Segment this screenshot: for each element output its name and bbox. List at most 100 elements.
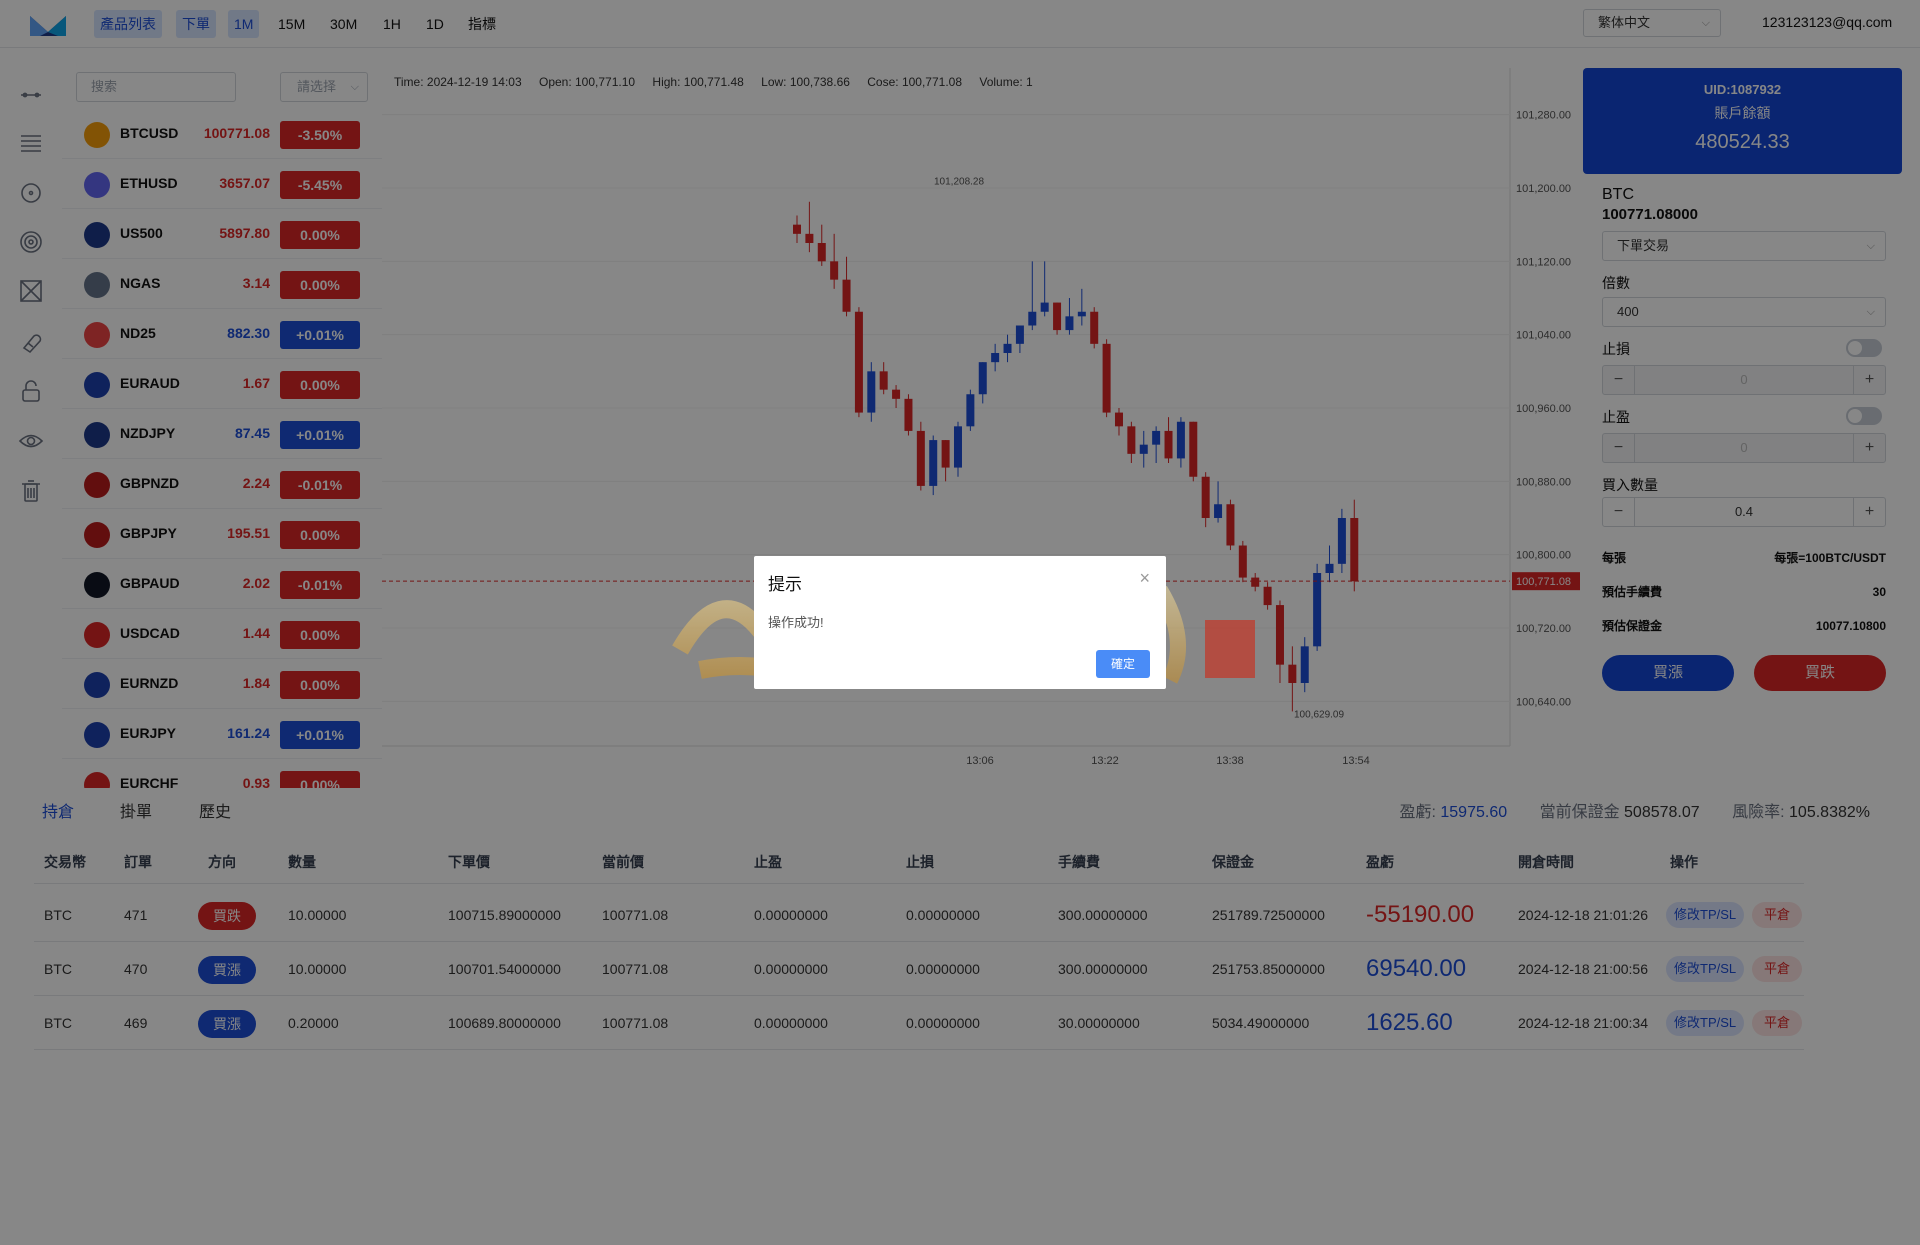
- plus-icon[interactable]: +: [1853, 434, 1885, 462]
- product-row[interactable]: ETHUSD 3657.07 -5.45%: [62, 159, 382, 209]
- nav-indicators[interactable]: 指標: [468, 16, 496, 32]
- trash-icon[interactable]: [18, 478, 44, 504]
- language-select[interactable]: 繁体中文 ⌵: [1583, 9, 1721, 37]
- cell-current: 100771.08: [602, 1015, 669, 1031]
- buy-up-button[interactable]: 買漲: [1602, 655, 1734, 691]
- cell-open-price: 100689.80000000: [448, 1015, 561, 1031]
- modify-tpsl-button[interactable]: 修改TP/SL: [1666, 956, 1745, 982]
- tab-holdings[interactable]: 持倉: [42, 804, 75, 821]
- stop-loss-value[interactable]: 0: [1740, 372, 1748, 387]
- close-icon[interactable]: ×: [1139, 568, 1150, 588]
- minus-icon[interactable]: −: [1603, 434, 1635, 462]
- dialog-ok-button[interactable]: 確定: [1096, 650, 1150, 678]
- product-row[interactable]: EURNZD 1.84 0.00%: [62, 659, 382, 709]
- fee-value: 30: [1872, 585, 1886, 599]
- cell-sl: 0.00000000: [906, 1015, 980, 1031]
- product-row[interactable]: EURAUD 1.67 0.00%: [62, 359, 382, 409]
- nav-interval-1h[interactable]: 1H: [383, 16, 401, 32]
- close-position-button[interactable]: 平倉: [1752, 902, 1802, 928]
- cell-tp: 0.00000000: [754, 961, 828, 977]
- lock-icon[interactable]: [18, 378, 44, 404]
- modify-tpsl-button[interactable]: 修改TP/SL: [1666, 1010, 1745, 1036]
- take-profit-value[interactable]: 0: [1740, 440, 1748, 455]
- product-row[interactable]: ND25 882.30 +0.01%: [62, 309, 382, 359]
- product-row[interactable]: GBPNZD 2.24 -0.01%: [62, 459, 382, 509]
- crosshair-icon[interactable]: [18, 278, 44, 304]
- nav-product-list[interactable]: 產品列表: [94, 10, 162, 38]
- nav-place-order[interactable]: 下單: [176, 10, 216, 38]
- buy-down-button[interactable]: 買跌: [1754, 655, 1886, 691]
- candle-body: [805, 233, 814, 243]
- product-name: GBPAUD: [120, 575, 180, 591]
- eye-icon[interactable]: [18, 428, 44, 454]
- candle-body: [1226, 504, 1235, 546]
- circle-dot-icon[interactable]: [18, 180, 44, 206]
- app-logo[interactable]: [28, 12, 70, 40]
- horizontal-lines-icon[interactable]: [18, 130, 44, 156]
- product-row[interactable]: USDCAD 1.44 0.00%: [62, 609, 382, 659]
- nav-interval-30m[interactable]: 30M: [330, 16, 358, 32]
- minus-icon[interactable]: −: [1603, 366, 1635, 394]
- candle-body: [1214, 504, 1223, 518]
- nav-interval-1m[interactable]: 1M: [228, 10, 260, 38]
- position-row[interactable]: BTC 469 買漲 0.20000 100689.80000000 100771.08 0…: [34, 996, 1804, 1050]
- close-position-button[interactable]: 平倉: [1752, 1010, 1802, 1036]
- target-icon[interactable]: [18, 229, 44, 255]
- order-type-select[interactable]: 下單交易 ⌵: [1602, 231, 1886, 261]
- product-row[interactable]: US500 5897.80 0.00%: [62, 209, 382, 259]
- y-tick-label: 100,720.00: [1516, 623, 1571, 635]
- y-tick-label: 100,880.00: [1516, 476, 1571, 488]
- stop-loss-stepper[interactable]: − 0 +: [1602, 365, 1886, 395]
- product-row[interactable]: NGAS 3.14 0.00%: [62, 259, 382, 309]
- margin-label: 預估保證金: [1602, 619, 1663, 633]
- plus-icon[interactable]: +: [1853, 366, 1885, 394]
- cell-open-price: 100715.89000000: [448, 907, 561, 923]
- line-tool-icon[interactable]: [18, 82, 44, 108]
- close-position-button[interactable]: 平倉: [1752, 956, 1802, 982]
- tab-pending[interactable]: 掛單: [120, 804, 153, 821]
- ohlc-open: Open: 100,771.10: [538, 75, 636, 89]
- ohlc-high: High: 100,771.48: [652, 75, 744, 89]
- product-row[interactable]: EURCHF 0.93 0.00%: [62, 759, 382, 788]
- product-name: ND25: [120, 325, 156, 341]
- product-row[interactable]: GBPJPY 195.51 0.00%: [62, 509, 382, 559]
- product-row[interactable]: GBPAUD 2.02 -0.01%: [62, 559, 382, 609]
- candle-body: [867, 371, 876, 413]
- candlestick-chart[interactable]: 101,280.00 101,200.00 101,120.00 101,040.00…: [382, 48, 1580, 788]
- candle-body: [953, 426, 962, 468]
- column-header: 止損: [906, 854, 934, 870]
- product-row[interactable]: BTCUSD 100771.08 -3.50%: [62, 109, 382, 159]
- column-header: 保證金: [1212, 854, 1254, 870]
- alert-dialog: 提示 × 操作成功! 確定: [754, 556, 1166, 689]
- take-profit-toggle[interactable]: [1846, 407, 1882, 425]
- leverage-select[interactable]: 400 ⌵: [1602, 297, 1886, 327]
- position-row[interactable]: BTC 471 買跌 10.00000 100715.89000000 100771.08…: [34, 888, 1804, 942]
- nav-interval-15m[interactable]: 15M: [278, 16, 306, 32]
- stop-loss-label: 止損: [1602, 341, 1630, 357]
- take-profit-stepper[interactable]: − 0 +: [1602, 433, 1886, 463]
- product-change-badge: -0.01%: [280, 571, 360, 599]
- product-price: 3657.07: [219, 175, 270, 191]
- user-email[interactable]: 123123123@qq.com: [1762, 14, 1893, 30]
- product-search-input[interactable]: 搜索: [76, 72, 236, 102]
- per-lot-label: 每張: [1602, 551, 1627, 565]
- minus-icon[interactable]: −: [1603, 498, 1635, 526]
- leverage-value: 400: [1617, 304, 1639, 319]
- plus-icon[interactable]: +: [1853, 498, 1885, 526]
- product-name: ETHUSD: [120, 175, 178, 191]
- tab-history[interactable]: 歷史: [199, 804, 232, 821]
- quantity-stepper[interactable]: − 0.4 +: [1602, 497, 1886, 527]
- cell-qty: 0.20000: [288, 1015, 339, 1031]
- stop-loss-toggle[interactable]: [1846, 339, 1882, 357]
- nav-interval-1d[interactable]: 1D: [426, 16, 444, 32]
- product-filter-select[interactable]: 請选择 ⌵: [280, 72, 368, 102]
- account-balance: 480524.33: [1695, 131, 1790, 153]
- position-row[interactable]: BTC 470 買漲 10.00000 100701.54000000 100771.08…: [34, 942, 1804, 996]
- product-price: 0.93: [242, 775, 270, 788]
- product-row[interactable]: NZDJPY 87.45 +0.01%: [62, 409, 382, 459]
- magnet-icon[interactable]: [18, 328, 44, 354]
- product-flag-icon: [84, 472, 110, 498]
- product-row[interactable]: EURJPY 161.24 +0.01%: [62, 709, 382, 759]
- modify-tpsl-button[interactable]: 修改TP/SL: [1666, 902, 1745, 928]
- quantity-value[interactable]: 0.4: [1734, 504, 1754, 519]
